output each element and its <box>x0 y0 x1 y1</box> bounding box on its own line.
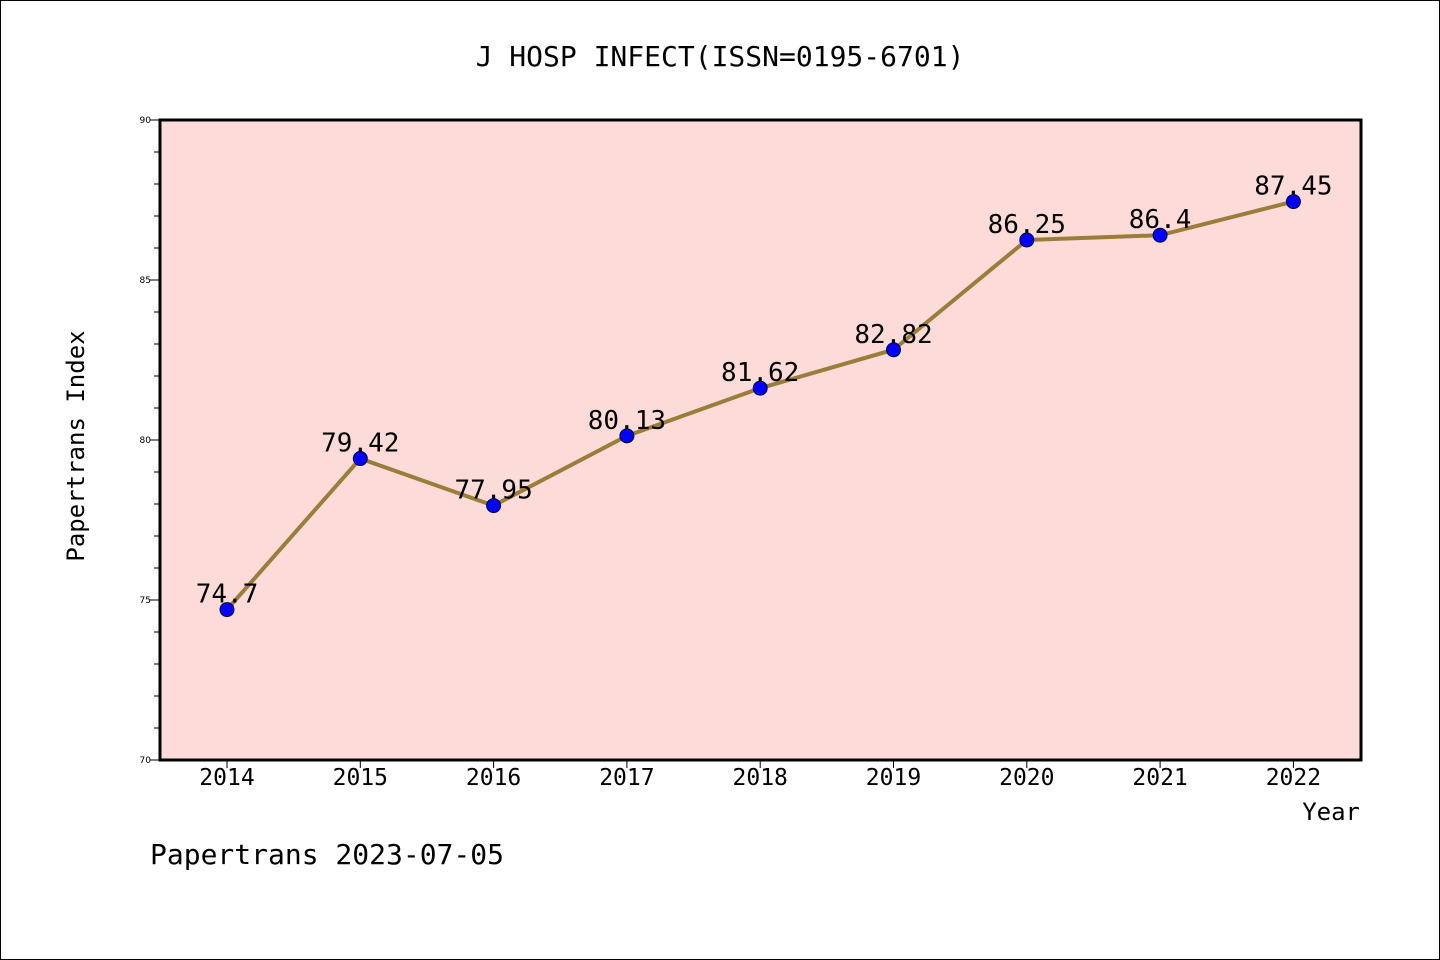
data-point <box>886 342 901 358</box>
y-tick-label: 90 <box>140 116 152 126</box>
y-tick-label: 70 <box>140 756 152 766</box>
plot-area <box>158 118 1363 762</box>
data-label: 81.62 <box>721 358 799 388</box>
data-label: 86.25 <box>988 210 1066 240</box>
x-tick-label: 2017 <box>599 765 654 791</box>
data-label: 82.82 <box>854 320 932 350</box>
y-axis-label: Papertrans Index <box>62 330 90 561</box>
data-label: 80.13 <box>588 406 666 436</box>
data-point <box>752 380 768 396</box>
data-label: 74.7 <box>196 580 259 610</box>
x-tick-label: 2019 <box>866 765 921 791</box>
data-point <box>486 498 502 514</box>
y-tick-label: 75 <box>140 596 151 606</box>
series-group: 74.7 79.42 77.95 80.13 81.62 82.82 86.25 86.4 87… <box>196 172 1333 618</box>
x-tick-label: 2020 <box>999 765 1054 791</box>
y-axis: 70 75 80 85 90 <box>140 116 160 766</box>
data-point <box>219 602 235 618</box>
x-tick-label: 2014 <box>199 765 254 791</box>
data-point <box>619 428 635 444</box>
x-tick-label: 2016 <box>466 765 521 791</box>
data-point <box>352 451 368 467</box>
footer-text: Papertrans 2023-07-05 <box>150 838 504 871</box>
data-label: 79.42 <box>321 429 399 459</box>
x-tick-label: 2022 <box>1266 765 1321 791</box>
data-label: 87.45 <box>1254 172 1332 202</box>
x-axis-label: Year <box>1302 798 1360 826</box>
x-tick-label: 2018 <box>733 765 788 791</box>
x-axis: 2014 2015 2016 2017 2018 2019 2020 2021 2022 <box>199 760 1321 791</box>
y-tick-label: 85 <box>140 276 151 286</box>
data-label: 86.4 <box>1129 205 1192 235</box>
data-label: 77.95 <box>454 476 532 506</box>
data-point <box>1285 194 1301 210</box>
chart-title: J HOSP INFECT(ISSN=0195-6701) <box>476 40 965 73</box>
data-point <box>1152 227 1168 243</box>
x-tick-label: 2021 <box>1132 765 1187 791</box>
y-tick-label: 80 <box>140 436 152 446</box>
data-point <box>1019 232 1035 248</box>
x-tick-label: 2015 <box>333 765 388 791</box>
